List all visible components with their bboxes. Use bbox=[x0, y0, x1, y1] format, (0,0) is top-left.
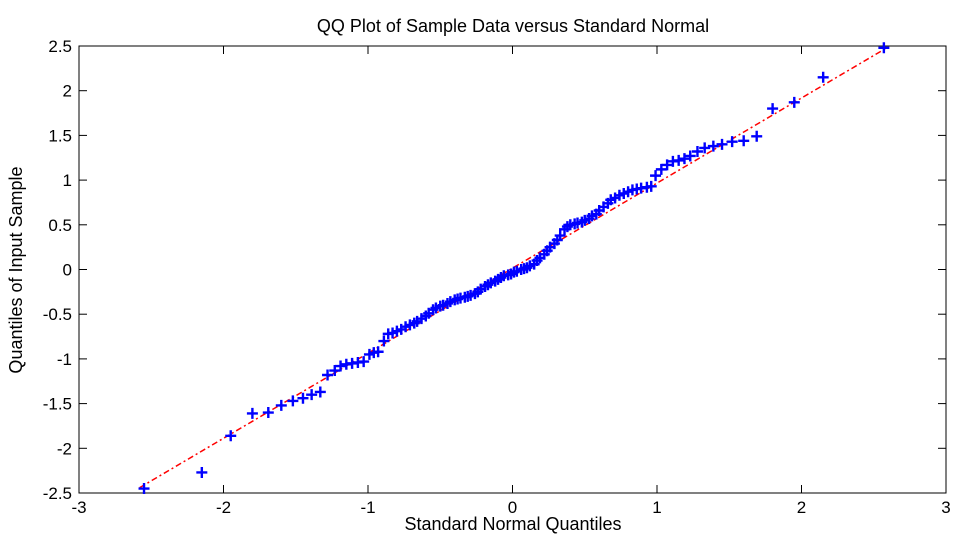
data-point bbox=[684, 150, 696, 162]
data-point bbox=[329, 365, 341, 377]
y-tick-label: -2.5 bbox=[43, 484, 72, 503]
y-axis-ticks: -2.5 -2 -1.5 -1 -0.5 0 0.5 1 1.5 2 2.5 bbox=[43, 37, 946, 503]
data-point bbox=[817, 71, 829, 83]
data-point bbox=[673, 154, 685, 166]
reference-line-layer bbox=[139, 48, 886, 489]
data-point bbox=[738, 135, 750, 147]
y-tick-label: -1 bbox=[57, 350, 72, 369]
data-point bbox=[378, 335, 390, 347]
axes-box bbox=[78, 45, 947, 494]
y-tick-label: 1 bbox=[63, 171, 72, 190]
data-point bbox=[196, 466, 208, 478]
chart-title: QQ Plot of Sample Data versus Standard N… bbox=[317, 16, 709, 36]
data-point bbox=[716, 138, 728, 150]
data-point bbox=[655, 163, 667, 175]
x-tick-label: -1 bbox=[360, 498, 375, 517]
plot-frame bbox=[78, 45, 947, 494]
data-point bbox=[246, 407, 258, 419]
data-point bbox=[225, 430, 237, 442]
data-point bbox=[650, 170, 662, 182]
y-tick-label: 0 bbox=[63, 261, 72, 280]
data-point bbox=[699, 142, 711, 154]
data-point bbox=[554, 230, 566, 242]
y-tick-label: -0.5 bbox=[43, 305, 72, 324]
y-tick-label: 1.5 bbox=[48, 126, 72, 145]
data-point bbox=[287, 395, 299, 407]
data-point bbox=[707, 140, 719, 152]
y-tick-label: 2.5 bbox=[48, 37, 72, 56]
data-point bbox=[262, 407, 274, 419]
x-axis-label: Standard Normal Quantiles bbox=[404, 514, 621, 534]
data-point bbox=[751, 130, 763, 142]
data-point bbox=[878, 42, 890, 54]
y-tick-label: -1.5 bbox=[43, 395, 72, 414]
data-point bbox=[322, 369, 334, 381]
x-tick-label: 3 bbox=[941, 498, 950, 517]
data-point bbox=[275, 399, 287, 411]
y-tick-label: 2 bbox=[63, 82, 72, 101]
y-axis-label: Quantiles of Input Sample bbox=[6, 166, 26, 373]
data-points-layer bbox=[138, 42, 890, 495]
data-point bbox=[661, 159, 673, 171]
x-tick-label: -3 bbox=[71, 498, 86, 517]
data-point bbox=[335, 360, 347, 372]
data-point bbox=[678, 153, 690, 165]
data-point bbox=[297, 392, 309, 404]
x-tick-label: 0 bbox=[508, 498, 517, 517]
data-point bbox=[358, 356, 370, 368]
data-point bbox=[645, 180, 657, 192]
x-tick-label: 2 bbox=[797, 498, 806, 517]
data-point bbox=[314, 386, 326, 398]
x-tick-label: -2 bbox=[216, 498, 231, 517]
data-point bbox=[691, 145, 703, 157]
data-point bbox=[788, 96, 800, 108]
data-point bbox=[138, 483, 150, 495]
data-point bbox=[726, 136, 738, 148]
data-point bbox=[372, 346, 384, 358]
data-point bbox=[306, 389, 318, 401]
x-axis-ticks: -3 -2 -1 0 1 2 3 bbox=[71, 46, 951, 517]
data-point bbox=[767, 103, 779, 115]
x-tick-label: 1 bbox=[652, 498, 661, 517]
y-tick-label: -2 bbox=[57, 439, 72, 458]
y-tick-label: 0.5 bbox=[48, 216, 72, 235]
reference-line bbox=[139, 48, 886, 489]
